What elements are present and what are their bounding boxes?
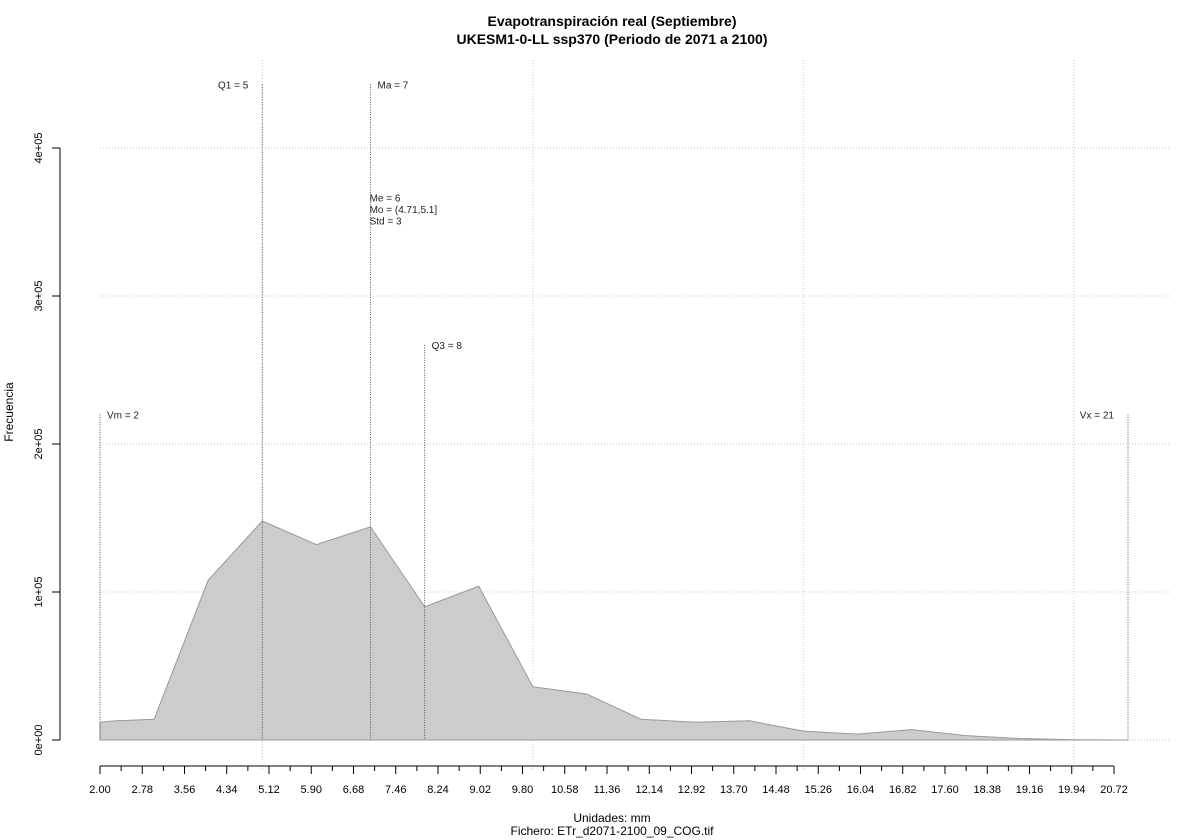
x-tick-label: 19.94 (1058, 784, 1086, 796)
x-tick-label: 5.12 (258, 784, 279, 796)
frequency-area (99, 520, 1129, 741)
x-tick-label: 13.70 (720, 784, 748, 796)
stats-annotation: Me = 6Mo = (4.71,5.1]Std = 3 (370, 193, 438, 227)
x-tick-label: 8.24 (427, 784, 448, 796)
x-tick-label: 10.58 (551, 784, 579, 796)
y-tick-label: 2e+05 (33, 429, 45, 460)
marker-label: Vx = 21 (1080, 410, 1115, 421)
stat-markers: Vm = 2 Q1 = 5 Ma = 7 Q3 = 8 Vx = 21 (99, 80, 1129, 740)
x-tick-label: 3.56 (174, 784, 195, 796)
x-tick-label: 14.48 (762, 784, 790, 796)
stats-line: Std = 3 (370, 216, 402, 227)
x-tick-label: 9.02 (470, 784, 491, 796)
y-tick-label: 4e+05 (33, 133, 45, 164)
x-tick-label: 16.82 (889, 784, 917, 796)
x-tick-label: 11.36 (594, 784, 621, 796)
x-tick-label: 17.60 (931, 784, 959, 796)
x-tick-label: 5.90 (301, 784, 322, 796)
grid-lines (100, 60, 1170, 770)
y-axis: 0e+00 1e+05 2e+05 3e+05 4e+05 (33, 133, 61, 756)
stats-line: Me = 6 (370, 193, 401, 204)
y-tick-label: 3e+05 (33, 281, 45, 312)
x-tick-label: 6.68 (343, 784, 364, 796)
chart-subtitle: UKESM1-0-LL ssp370 (Periodo de 2071 a 21… (457, 31, 768, 47)
marker-label: Q1 = 5 (218, 80, 249, 91)
x-tick-label: 12.92 (678, 784, 706, 796)
x-tick-label: 15.26 (804, 784, 832, 796)
y-tick-label: 1e+05 (33, 577, 45, 608)
x-axis-label: Unidades: mm (573, 811, 650, 825)
x-tick-label: 18.38 (973, 784, 1001, 796)
marker-label: Vm = 2 (107, 410, 139, 421)
x-tick-label: 4.34 (216, 784, 237, 796)
x-tick-label: 12.14 (635, 784, 663, 796)
stats-line: Mo = (4.71,5.1] (370, 205, 438, 216)
x-tick-label: 2.00 (89, 784, 110, 796)
marker-label: Ma = 7 (378, 80, 409, 91)
x-tick-label: 19.16 (1016, 784, 1044, 796)
x-tick-label: 16.04 (847, 784, 875, 796)
chart-title: Evapotranspiración real (Septiembre) (488, 13, 737, 29)
file-caption: Fichero: ETr_d2071-2100_09_COG.tif (511, 824, 715, 838)
x-tick-label: 9.80 (512, 784, 533, 796)
x-tick-label: 20.72 (1100, 784, 1128, 796)
y-axis-label: Frecuencia (2, 382, 16, 442)
x-axis: 2.00 2.78 3.56 4.34 5.12 5.90 6.68 7.46 8.24 9.02… (89, 765, 1128, 796)
y-tick-label: 0e+00 (33, 725, 45, 756)
x-tick-label: 7.46 (385, 784, 406, 796)
marker-label: Q3 = 8 (432, 341, 463, 352)
x-tick-label: 2.78 (132, 784, 153, 796)
